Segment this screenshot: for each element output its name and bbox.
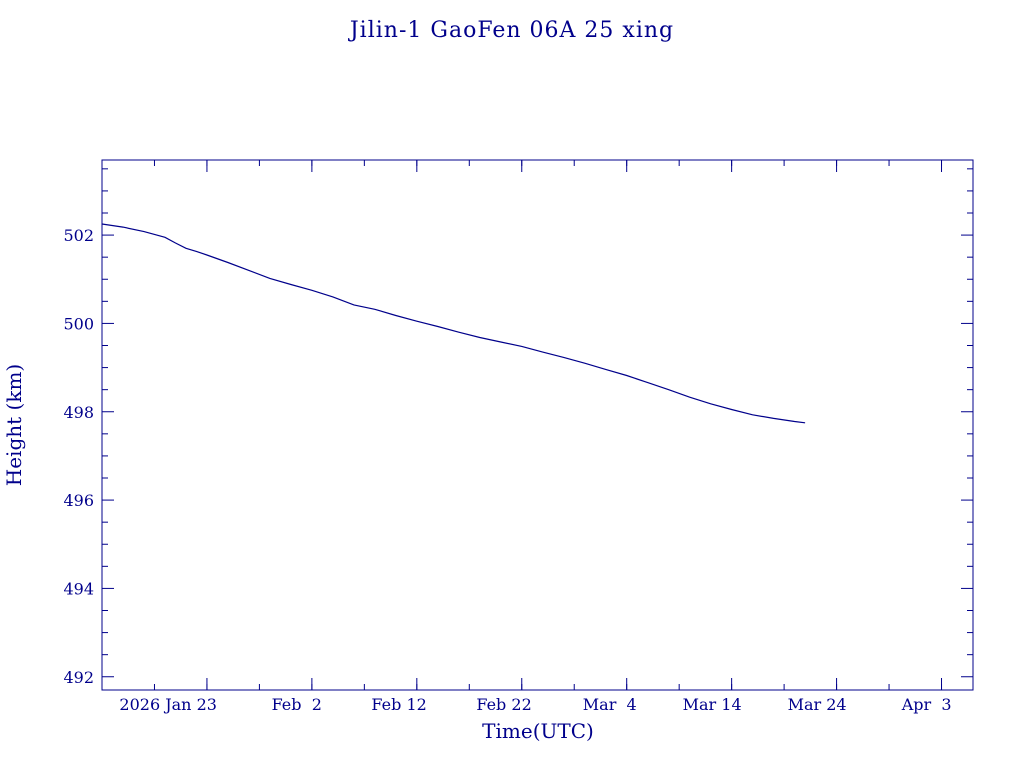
chart-title: Jilin-1 GaoFen 06A 25 xing xyxy=(348,18,674,43)
x-axis-label: Time(UTC) xyxy=(482,719,594,743)
y-axis-label: Height (km) xyxy=(2,364,26,486)
y-tick-label: 492 xyxy=(63,668,94,687)
x-tick-label: 2026 Jan 23 xyxy=(119,695,217,714)
y-axis: 492 494 496 498 500 502 xyxy=(63,168,973,687)
plot-frame xyxy=(101,159,974,691)
x-tick-label: Mar 24 xyxy=(788,695,847,714)
x-axis: 2026 Jan 23 Feb 2 Feb 12 Feb 22 Mar 4 Mar 14 M… xyxy=(101,160,952,714)
y-tick-label: 494 xyxy=(63,579,94,598)
x-tick-label: Apr 3 xyxy=(901,695,952,714)
y-tick-label: 498 xyxy=(63,403,94,422)
height-series-line xyxy=(101,223,806,424)
x-tick-label: Mar 4 xyxy=(583,695,637,714)
x-tick-label: Feb 12 xyxy=(371,695,426,714)
x-tick-label: Feb 2 xyxy=(272,695,322,714)
x-tick-label: Feb 22 xyxy=(476,695,531,714)
y-tick-label: 502 xyxy=(63,226,94,245)
x-tick-label: Mar 14 xyxy=(683,695,742,714)
y-tick-label: 500 xyxy=(63,314,94,333)
y-tick-label: 496 xyxy=(63,491,94,510)
